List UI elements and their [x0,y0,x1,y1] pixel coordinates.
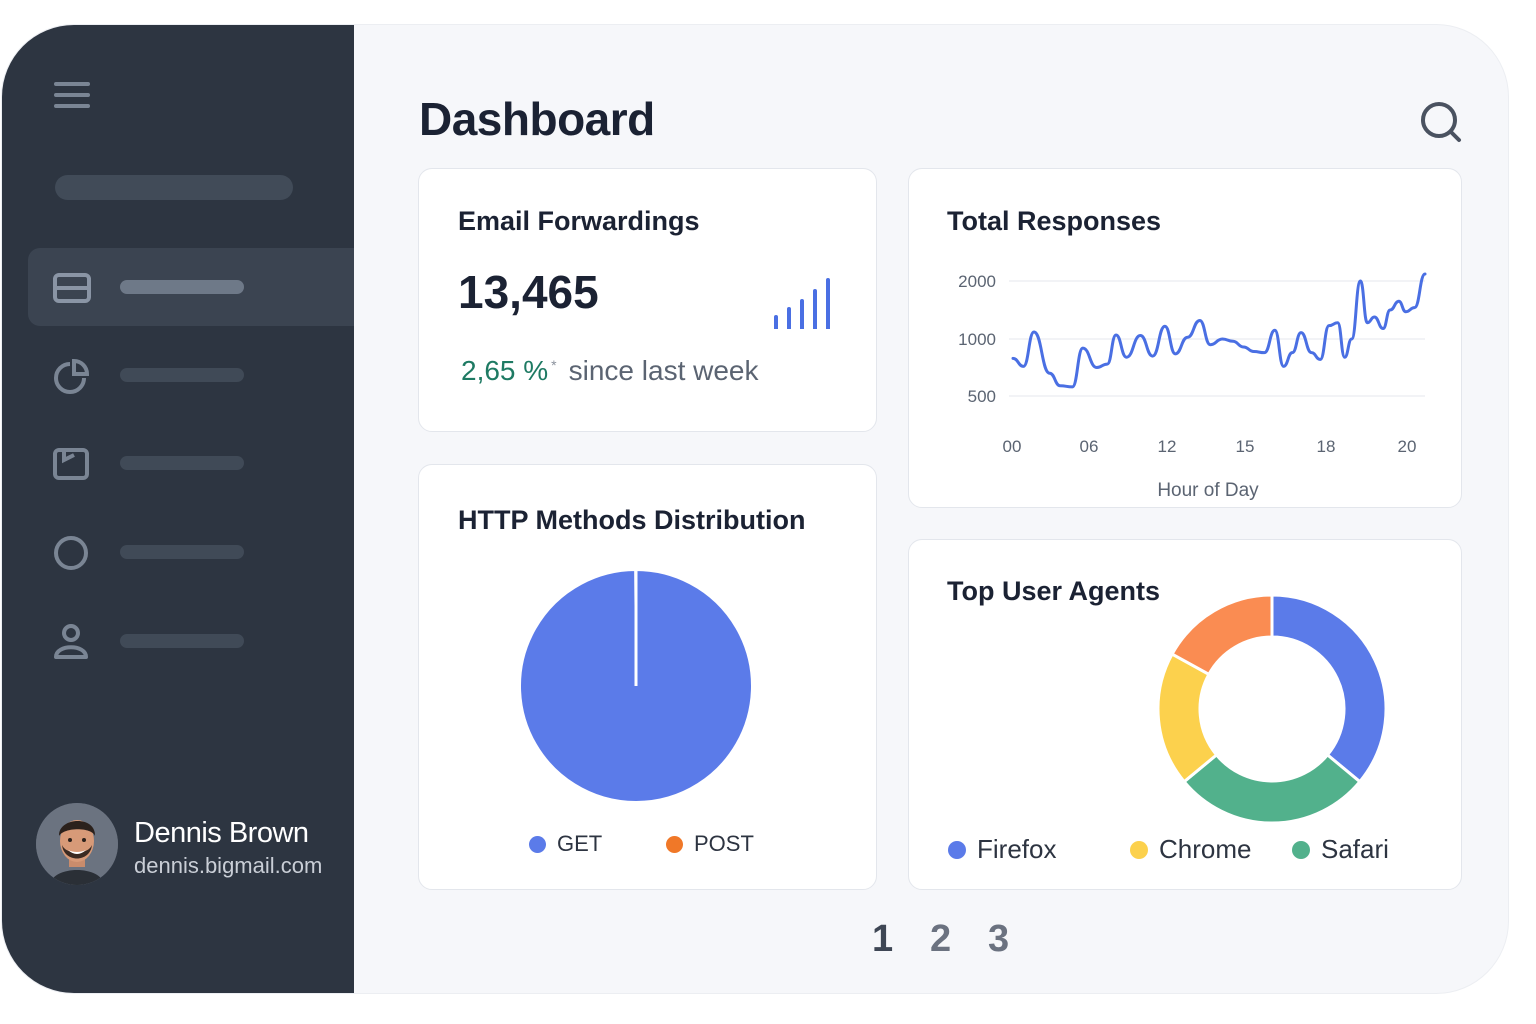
app-window: Dennis Brown dennis.bigmail.com Dashboar… [2,25,1508,993]
card-title: HTTP Methods Distribution [458,505,806,535]
email-forwardings-card: Email Forwardings 13,465 2,65 % * since la… [418,168,877,432]
list-icon [53,273,91,303]
donut-slice-other [1170,593,1274,677]
kpi-value: 13,465 [458,266,599,318]
total-responses-card: Total Responses 500 1000 2000 00 06 12 15 18 20 H… [908,168,1462,508]
x-tick-label: 18 [1317,437,1336,456]
circle-icon [54,536,88,570]
sidebar-search-placeholder[interactable] [55,175,293,200]
user-profile[interactable]: Dennis Brown dennis.bigmail.com [36,803,336,893]
legend-swatch [948,840,966,859]
y-tick-label: 1000 [958,330,996,349]
legend-swatch [666,835,683,853]
page-2-button[interactable]: 2 [930,918,952,960]
nav-item-profile[interactable] [28,602,354,680]
top-user-agents-card: Top User Agents Firefox Chrome Safari [908,539,1462,890]
trend-label: since last week [568,355,759,386]
legend-swatch [1292,840,1310,859]
card-title: Email Forwardings [458,206,700,236]
http-methods-pie-chart [519,568,753,803]
nav-label-placeholder [120,368,244,382]
user-name: Dennis Brown [134,817,309,849]
pie-chart-icon [54,358,90,394]
pagination: 1 2 3 [872,918,1046,961]
trend-line: 2,65 % * since last week [461,355,759,387]
legend-item-get: GET [529,831,602,857]
legend-label: Safari [1321,834,1389,864]
legend-swatch [1130,840,1148,859]
x-tick-label: 06 [1080,437,1099,456]
x-axis-label: Hour of Day [1157,480,1259,501]
nav-label-placeholder [120,545,244,559]
user-icon [54,624,88,659]
sidebar: Dennis Brown dennis.bigmail.com [2,25,354,993]
trend-mark: * [551,356,557,373]
page-1-button[interactable]: 1 [872,918,894,960]
donut-slice-safari [1182,752,1362,825]
nav-item-dashboard[interactable] [28,248,354,326]
y-tick-label: 500 [968,387,996,406]
folder-icon [53,448,89,480]
responses-line-chart: 500 1000 2000 00 06 12 15 18 20 Hour of Day [958,272,1427,501]
x-tick-label: 00 [1003,437,1022,456]
legend-item-chrome: Chrome [1130,834,1251,865]
legend-item-safari: Safari [1292,834,1389,865]
menu-icon[interactable] [54,82,90,112]
signal-bars-icon [774,278,830,329]
legend-label: Chrome [1159,834,1252,864]
nav-item-analytics[interactable] [28,336,354,414]
nav-label-placeholder [120,456,244,470]
legend-label: POST [694,831,754,856]
search-icon[interactable] [1417,98,1465,146]
legend-label: Firefox [977,834,1057,864]
series-line [1011,272,1427,389]
user-email: dennis.bigmail.com [134,853,323,878]
nav-item-status[interactable] [28,513,354,591]
legend-label: GET [557,831,603,856]
card-title: Top User Agents [947,576,1161,606]
x-tick-label: 12 [1158,437,1177,456]
page-3-button[interactable]: 3 [988,918,1010,960]
legend-item-firefox: Firefox [948,834,1056,865]
nav-item-files[interactable] [28,424,354,502]
http-methods-card: HTTP Methods Distribution GET POST [418,464,877,890]
trend-value: 2,65 % [461,355,549,386]
legend-swatch [529,835,546,853]
x-tick-label: 15 [1236,437,1255,456]
avatar [36,803,118,885]
card-title: Total Responses [947,206,1162,236]
user-agents-donut-chart [1156,593,1388,825]
legend-item-post: POST [666,831,754,857]
y-tick-label: 2000 [958,272,996,291]
x-tick-label: 20 [1398,437,1417,456]
page-title: Dashboard [419,93,655,145]
donut-slice-firefox [1270,593,1388,784]
nav-label-placeholder [120,280,244,294]
nav-label-placeholder [120,634,244,648]
